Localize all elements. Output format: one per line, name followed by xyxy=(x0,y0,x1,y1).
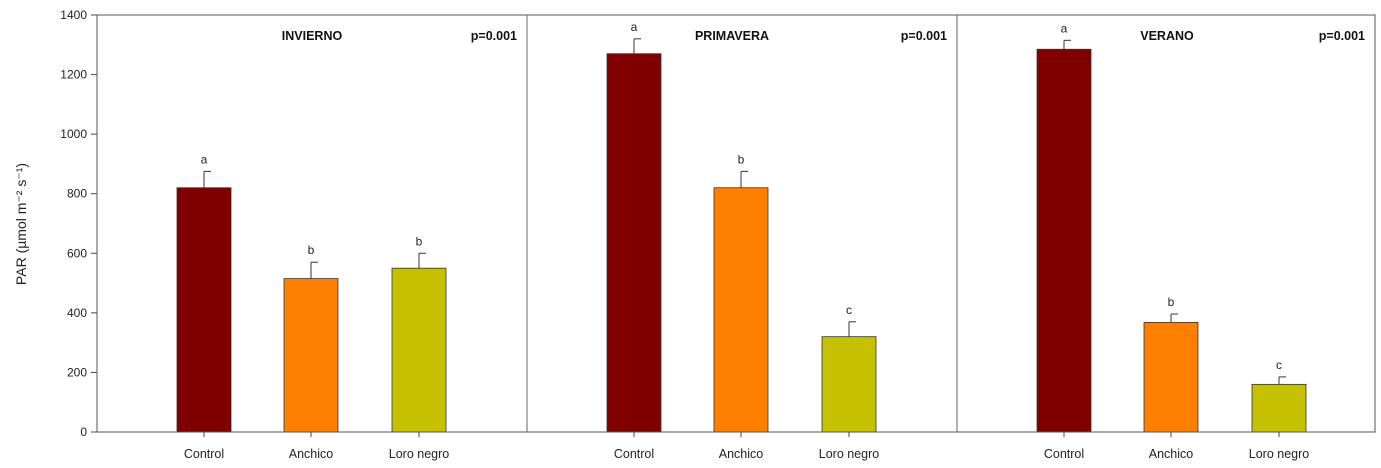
y-tick-label: 0 xyxy=(80,425,87,439)
panel-title: INVIERNO xyxy=(282,29,343,43)
y-tick-label: 800 xyxy=(67,187,87,201)
x-tick-label: Anchico xyxy=(1149,447,1194,461)
x-tick-label: Anchico xyxy=(289,447,334,461)
bar-anchico xyxy=(283,278,339,433)
y-tick-label: 400 xyxy=(67,306,87,320)
significance-letter: b xyxy=(738,152,745,166)
y-tick-label: 1400 xyxy=(60,8,87,22)
y-axis-label: PAR (µmol m⁻² s⁻¹) xyxy=(13,163,29,285)
significance-letter: a xyxy=(201,152,208,166)
p-value-label: p=0.001 xyxy=(1319,29,1365,43)
bar-anchico xyxy=(1143,321,1199,433)
significance-letter: b xyxy=(416,234,423,248)
y-tick-label: 1000 xyxy=(60,127,87,141)
y-tick-label: 1200 xyxy=(60,68,87,82)
x-tick-label: Control xyxy=(614,447,654,461)
panel-invierno: INVIERNO p=0.001 a Control b Anchico b Loro neg… xyxy=(176,29,517,461)
y-axis-ticks: 0 200 400 600 800 1000 1200 1400 xyxy=(60,8,97,439)
x-tick-label: Control xyxy=(184,447,224,461)
bar-control xyxy=(176,187,232,433)
bar-control xyxy=(1036,48,1092,433)
x-tick-label: Loro negro xyxy=(1249,447,1310,461)
plot-frame xyxy=(96,14,1376,433)
bar-loro-negro xyxy=(821,336,877,433)
p-value-label: p=0.001 xyxy=(471,29,517,43)
significance-letter: a xyxy=(631,20,638,34)
bar-loro-negro xyxy=(1251,383,1307,433)
significance-letter: b xyxy=(308,243,315,257)
x-tick-label: Loro negro xyxy=(389,447,450,461)
panel-title: PRIMAVERA xyxy=(695,29,769,43)
panel-verano: VERANO p=0.001 a Control b Anchico c Loro negro xyxy=(1036,21,1365,461)
x-tick-label: Loro negro xyxy=(819,447,880,461)
significance-letter: a xyxy=(1061,21,1068,35)
bar-loro-negro xyxy=(391,267,447,433)
p-value-label: p=0.001 xyxy=(901,29,947,43)
bar-control xyxy=(606,53,662,433)
significance-letter: c xyxy=(1276,358,1282,372)
y-tick-label: 200 xyxy=(67,365,87,379)
x-tick-label: Anchico xyxy=(719,447,764,461)
plot-border xyxy=(96,14,1376,433)
x-tick-label: Control xyxy=(1044,447,1084,461)
chart-panels: INVIERNO p=0.001 a Control b Anchico b Loro neg… xyxy=(176,20,1365,461)
bar-anchico xyxy=(713,187,769,433)
y-tick-label: 600 xyxy=(67,246,87,260)
significance-letter: c xyxy=(846,303,852,317)
panel-primavera: PRIMAVERA p=0.001 a Control b Anchico c Loro ne… xyxy=(606,20,947,461)
panel-title: VERANO xyxy=(1140,29,1194,43)
significance-letter: b xyxy=(1168,295,1175,309)
